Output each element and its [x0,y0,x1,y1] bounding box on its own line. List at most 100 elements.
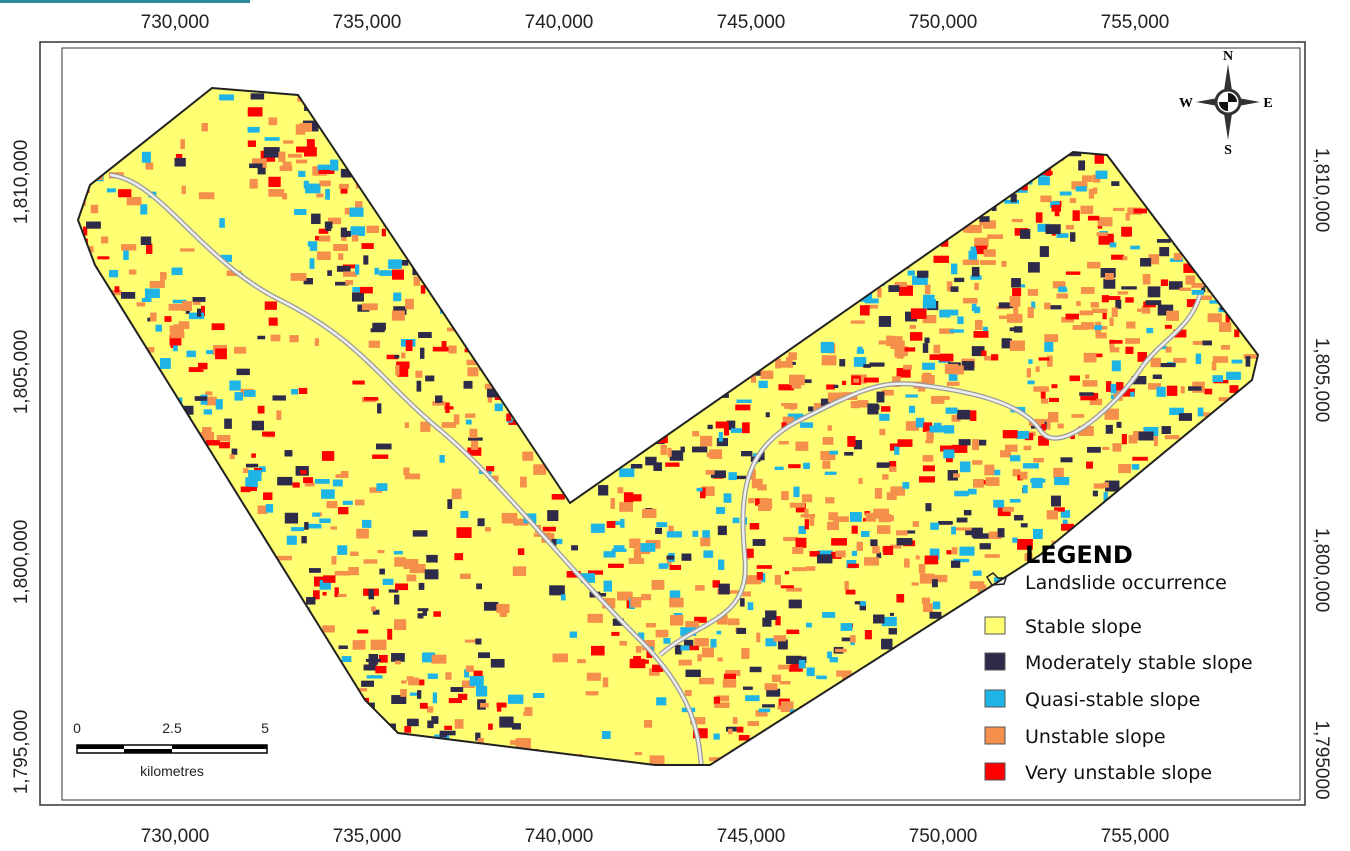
texture [645,180,653,187]
texture [681,645,690,650]
texture [128,549,139,554]
texture [1050,305,1061,309]
texture [1231,686,1241,692]
texture [1023,485,1028,493]
texture [598,383,602,387]
texture [546,119,554,130]
texture [1174,541,1182,549]
texture [172,268,183,276]
texture [647,373,654,380]
texture [88,461,93,471]
texture [339,109,349,114]
texture [351,226,365,236]
texture [394,619,406,630]
texture [821,227,828,236]
texture [1161,363,1176,367]
texture [1198,623,1205,630]
texture [390,130,406,138]
texture [817,114,831,121]
texture [271,605,280,610]
texture [157,406,172,417]
texture [1188,386,1201,390]
texture [1168,732,1172,742]
texture [578,438,584,449]
texture [568,122,572,133]
texture [477,271,486,282]
texture [418,754,429,759]
texture [660,211,667,215]
texture [444,290,448,296]
texture [508,695,523,704]
texture [375,666,386,673]
texture [244,757,253,763]
texture [927,744,941,752]
texture [844,746,851,753]
texture [1012,689,1026,696]
texture [508,372,516,380]
texture [1221,290,1225,294]
texture [671,208,687,216]
texture [1171,169,1178,176]
texture [1021,523,1028,527]
texture [180,248,194,251]
texture [326,501,337,508]
texture [475,639,481,645]
texture [483,217,498,227]
texture [239,523,251,533]
texture [1187,550,1195,560]
texture [959,625,973,633]
texture [908,679,915,682]
texture [259,647,269,651]
texture [146,588,155,598]
texture [633,178,648,184]
texture [849,243,860,250]
texture [199,528,212,537]
texture [463,755,476,761]
texture [954,153,958,159]
texture [545,247,558,255]
texture [921,688,927,692]
texture [575,270,584,275]
texture [334,711,350,719]
texture [1245,152,1251,159]
texture [1182,627,1186,637]
texture [460,511,468,518]
texture [1192,253,1197,258]
texture [1265,758,1281,767]
texture [363,81,378,84]
texture [1252,422,1257,428]
texture [489,369,496,374]
texture [426,555,437,563]
texture [668,132,675,138]
texture [1167,386,1178,396]
texture [300,470,306,474]
texture [167,571,183,581]
texture [820,265,832,273]
texture [330,160,338,171]
texture [70,575,83,578]
texture [394,110,403,120]
texture [1180,493,1194,496]
texture [746,776,752,781]
texture [947,382,960,386]
texture [1085,375,1089,379]
texture [594,207,605,218]
texture [648,381,662,387]
texture [826,236,833,242]
texture [548,249,556,253]
texture [632,145,644,152]
texture [71,617,85,623]
texture [1206,232,1212,239]
texture [735,133,745,141]
texture [860,305,870,315]
texture [1260,637,1267,642]
texture [1202,422,1206,426]
texture [531,132,536,138]
texture [621,205,630,214]
texture [767,731,783,740]
texture [215,603,225,608]
texture [882,679,895,688]
texture [902,482,909,489]
texture [101,594,108,602]
texture [633,656,641,660]
